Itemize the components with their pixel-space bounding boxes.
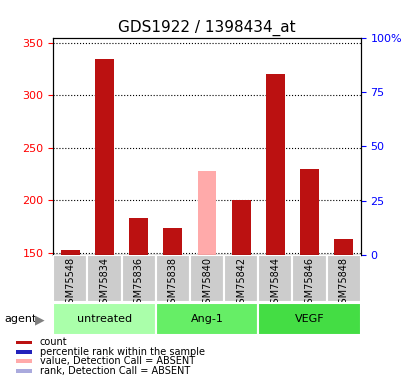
Text: GSM75842: GSM75842 — [236, 257, 246, 310]
Bar — [53, 303, 155, 335]
Text: GSM75844: GSM75844 — [270, 257, 280, 310]
Text: value, Detection Call = ABSENT: value, Detection Call = ABSENT — [40, 356, 194, 366]
Bar — [53, 255, 87, 302]
Text: rank, Detection Call = ABSENT: rank, Detection Call = ABSENT — [40, 366, 189, 375]
Bar — [265, 74, 284, 255]
Bar — [129, 218, 148, 255]
Text: GSM75848: GSM75848 — [338, 257, 348, 310]
Bar — [292, 255, 326, 302]
Bar — [299, 169, 318, 255]
Bar — [16, 369, 32, 373]
Text: count: count — [40, 338, 67, 347]
Bar — [155, 303, 258, 335]
Text: GSM75834: GSM75834 — [99, 257, 109, 310]
Bar — [224, 255, 258, 302]
Bar — [16, 359, 32, 363]
Bar — [258, 255, 292, 302]
Text: untreated: untreated — [77, 314, 132, 324]
Bar — [333, 239, 352, 255]
Title: GDS1922 / 1398434_at: GDS1922 / 1398434_at — [118, 20, 295, 36]
Bar — [189, 255, 224, 302]
Bar — [61, 250, 80, 255]
Bar — [95, 58, 114, 255]
Bar — [121, 255, 155, 302]
Bar — [326, 255, 360, 302]
Bar — [16, 340, 32, 344]
Text: GSM75840: GSM75840 — [202, 257, 211, 310]
Text: GSM75846: GSM75846 — [304, 257, 314, 310]
Text: Ang-1: Ang-1 — [190, 314, 223, 324]
Text: VEGF: VEGF — [294, 314, 324, 324]
Text: GSM75838: GSM75838 — [167, 257, 178, 310]
Bar — [197, 171, 216, 255]
Text: GSM75548: GSM75548 — [65, 257, 75, 310]
Text: percentile rank within the sample: percentile rank within the sample — [40, 347, 204, 357]
Bar — [258, 303, 360, 335]
Bar — [155, 255, 189, 302]
Text: agent: agent — [4, 315, 36, 324]
Text: ▶: ▶ — [35, 313, 44, 326]
Text: GSM75836: GSM75836 — [133, 257, 144, 310]
Bar — [16, 350, 32, 354]
Bar — [87, 255, 121, 302]
Bar — [231, 200, 250, 255]
Bar — [163, 228, 182, 255]
